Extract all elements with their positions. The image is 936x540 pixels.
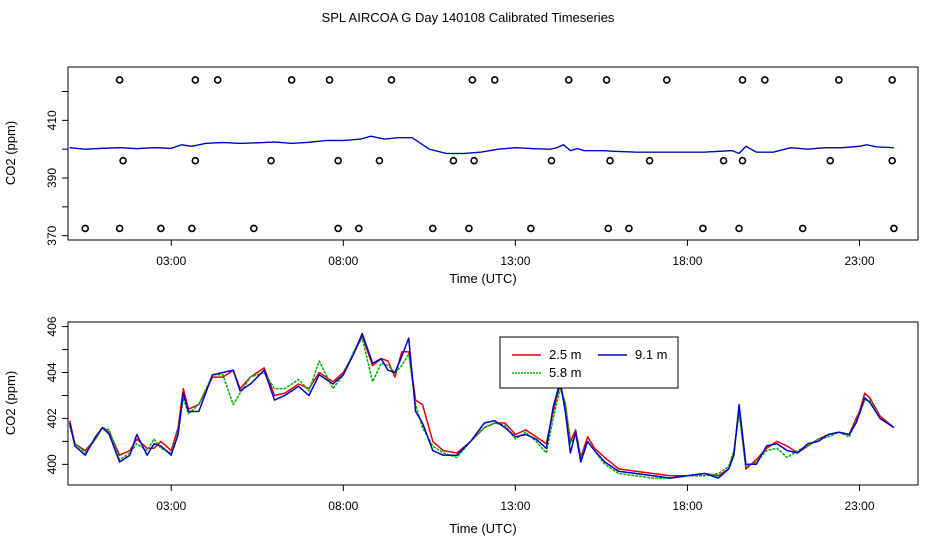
top-points xyxy=(81,76,898,233)
bottom-plot-frame xyxy=(67,321,919,486)
top-x-tick-label: 23:00 xyxy=(844,254,874,268)
data-point-marker xyxy=(547,156,556,165)
bottom-x-axis: 03:00 08:00 13:00 18:00 23:00 xyxy=(156,485,875,513)
top-x-tick-label: 13:00 xyxy=(500,254,530,268)
data-point-marker xyxy=(470,156,478,165)
bottom-y-axis-label: CO2 (ppm) xyxy=(3,371,18,435)
top-x-axis: 03:00 08:00 13:00 18:00 23:00 xyxy=(156,240,875,268)
data-point-marker xyxy=(604,224,613,233)
bottom-y-tick-label: 406 xyxy=(45,316,59,336)
top-series-5-8m xyxy=(69,135,894,155)
bottom-y-tick-label: 402 xyxy=(45,408,59,428)
data-point-marker xyxy=(564,76,573,84)
data-point-marker xyxy=(387,76,396,84)
bottom-x-tick-label: 08:00 xyxy=(328,499,358,513)
data-point-marker xyxy=(428,224,437,233)
legend-label-5-8m: 5.8 m xyxy=(549,365,582,380)
top-y-tick-label: 370 xyxy=(45,225,59,245)
bottom-y-axis: 400 402 404 406 xyxy=(45,316,68,474)
data-point-marker xyxy=(625,224,633,233)
data-point-marker xyxy=(119,156,127,165)
data-point-marker xyxy=(191,76,200,84)
data-point-marker xyxy=(157,224,165,233)
data-point-marker xyxy=(334,156,342,165)
data-point-marker xyxy=(115,224,124,233)
top-x-tick-label: 08:00 xyxy=(328,254,358,268)
data-point-marker xyxy=(188,224,196,233)
top-plot-frame xyxy=(67,66,919,241)
bottom-y-tick-label: 400 xyxy=(45,454,59,474)
data-point-marker xyxy=(81,224,90,233)
data-point-marker xyxy=(468,76,477,84)
data-point-marker xyxy=(835,76,843,84)
data-point-marker xyxy=(645,156,654,165)
data-point-marker xyxy=(738,156,747,165)
top-x-tick-label: 03:00 xyxy=(156,254,186,268)
top-x-tick-label: 18:00 xyxy=(672,254,702,268)
chart-title: SPL AIRCOA G Day 140108 Calibrated Times… xyxy=(322,10,615,25)
bottom-x-tick-label: 18:00 xyxy=(672,499,702,513)
data-point-marker xyxy=(602,76,611,84)
data-point-marker xyxy=(761,76,769,84)
top-y-tick-label: 410 xyxy=(45,110,59,130)
top-series-line xyxy=(69,135,894,155)
data-point-marker xyxy=(606,156,614,165)
series-2-5m xyxy=(68,335,895,477)
data-point-marker xyxy=(798,224,807,233)
top-y-axis-label: CO2 (ppm) xyxy=(3,121,18,185)
bottom-x-tick-label: 13:00 xyxy=(500,499,530,513)
top-series-9-1m xyxy=(69,135,894,155)
legend: 2.5 m 5.8 m 9.1 m xyxy=(499,336,679,389)
data-point-marker xyxy=(213,76,222,84)
data-point-marker xyxy=(662,76,671,84)
data-point-marker xyxy=(325,76,334,84)
data-point-marker xyxy=(738,76,747,84)
bottom-y-tick-label: 404 xyxy=(45,362,59,382)
data-point-marker xyxy=(250,224,258,233)
data-point-marker xyxy=(115,76,124,84)
legend-box xyxy=(499,336,679,389)
data-point-marker xyxy=(334,224,342,233)
series-9-1m xyxy=(68,332,895,479)
data-point-marker xyxy=(888,76,896,84)
series-5-8m xyxy=(68,337,895,479)
data-point-marker xyxy=(191,156,200,165)
data-point-marker xyxy=(826,156,835,165)
top-panel: 370 390 410 03:00 08:00 13:00 18:00 23:00 Time… xyxy=(3,66,919,286)
top-x-axis-label: Time (UTC) xyxy=(449,271,516,286)
data-point-marker xyxy=(719,156,728,165)
data-point-marker xyxy=(527,224,535,233)
data-point-marker xyxy=(490,76,499,84)
data-point-marker xyxy=(465,224,473,233)
data-point-marker xyxy=(354,224,363,233)
data-point-marker xyxy=(449,156,458,165)
top-y-axis: 370 390 410 xyxy=(45,91,68,246)
bottom-panel: 400 402 404 406 03:00 08:00 13:00 18:00 23:00 T… xyxy=(3,316,919,536)
data-point-marker xyxy=(287,76,296,84)
legend-label-9-1m: 9.1 m xyxy=(635,347,668,362)
data-point-marker xyxy=(375,156,384,165)
data-point-marker xyxy=(267,156,275,165)
bottom-x-tick-label: 03:00 xyxy=(156,499,186,513)
bottom-x-tick-label: 23:00 xyxy=(844,499,874,513)
data-point-marker xyxy=(699,224,707,233)
top-y-tick-label: 390 xyxy=(45,168,59,188)
data-point-marker xyxy=(888,156,896,165)
bottom-series-lines xyxy=(68,332,895,479)
data-point-marker xyxy=(890,224,898,233)
data-point-marker xyxy=(735,224,743,233)
legend-label-2-5m: 2.5 m xyxy=(549,347,582,362)
bottom-x-axis-label: Time (UTC) xyxy=(449,521,516,536)
